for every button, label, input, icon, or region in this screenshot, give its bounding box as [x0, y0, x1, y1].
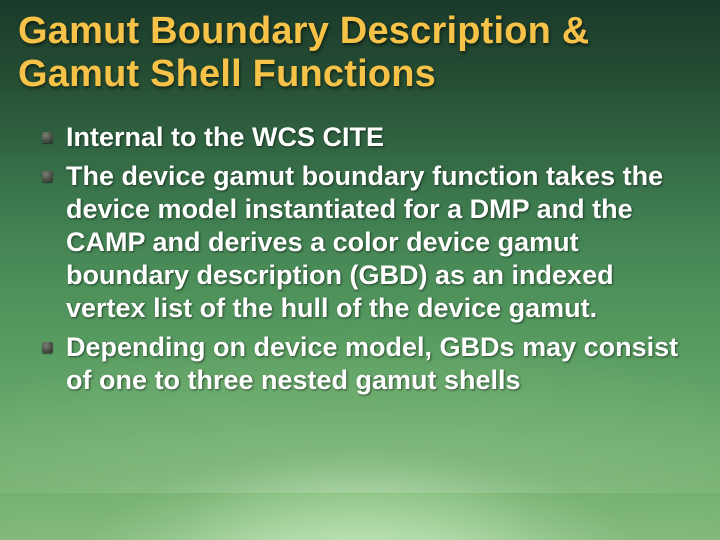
slide: Gamut Boundary Description & Gamut Shell…: [0, 0, 720, 540]
slide-title: Gamut Boundary Description & Gamut Shell…: [18, 10, 692, 95]
list-item: Internal to the WCS CITE: [42, 121, 692, 154]
bullet-list: Internal to the WCS CITE The device gamu…: [18, 121, 692, 397]
list-item: Depending on device model, GBDs may cons…: [42, 331, 692, 397]
list-item: The device gamut boundary function takes…: [42, 160, 692, 325]
